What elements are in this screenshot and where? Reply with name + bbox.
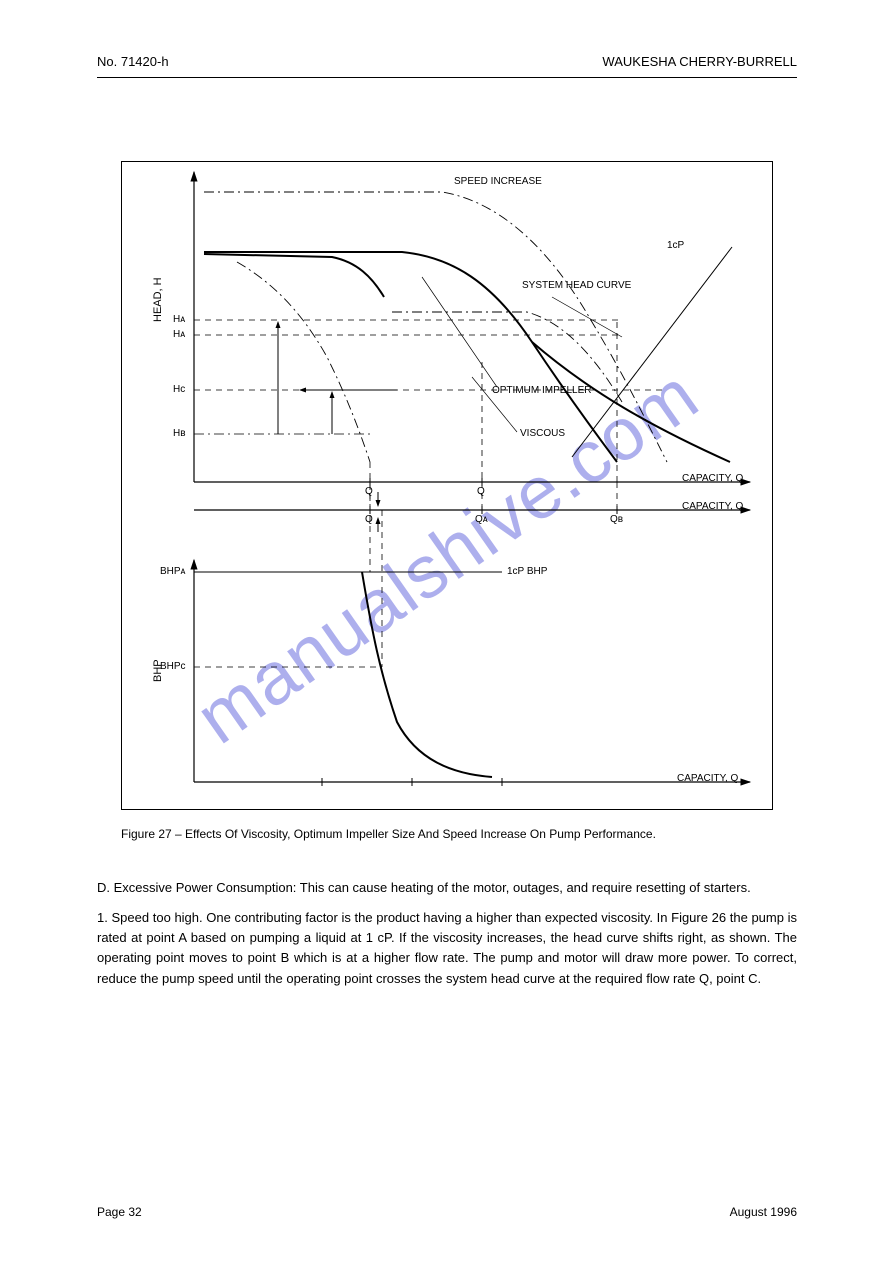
top-x-label-1: CAPACITY, Q (682, 473, 743, 484)
label-1cp: 1cP (667, 240, 684, 251)
label-bhp-c: BHPᴄ (160, 661, 186, 672)
page: manualshive.com No. 71420-h WAUKESHA CHE… (0, 0, 893, 1263)
label-hc: Hᴄ (173, 384, 185, 395)
para-d1: 1. Speed too high. One contributing fact… (97, 908, 797, 989)
bhp-curve (362, 572, 492, 777)
header-rule (97, 77, 797, 78)
viscous-head-curve-left (237, 262, 370, 462)
top-y-label: HEAD, H (152, 277, 164, 322)
optimum-leader (422, 277, 497, 387)
label-bhp-a: BHPᴀ (160, 566, 186, 577)
head-curve-1cp-tail (532, 342, 730, 462)
tick-r2-q-label: Q (365, 514, 373, 525)
label-speed-increase: SPEED INCREASE (454, 176, 542, 187)
header-right: WAUKESHA CHERRY-BURRELL (602, 54, 797, 69)
label-optimum: OPTIMUM IMPELLER (492, 385, 591, 396)
label-1cp-bhp: 1cP BHP (507, 566, 547, 577)
top-x-label-2: CAPACITY, Q (682, 501, 743, 512)
label-hb: Hʙ (173, 428, 186, 439)
label-system-head: SYSTEM HEAD CURVE (522, 280, 631, 291)
header-left: No. 71420-h (97, 54, 169, 69)
body-text: D. Excessive Power Consumption: This can… (97, 878, 797, 999)
figure-svg (122, 162, 772, 809)
label-ha: Hᴀ (173, 314, 185, 325)
figure-caption: Figure 27 – Effects Of Viscosity, Optimu… (121, 826, 773, 843)
speed-increase-head-curve (204, 192, 667, 462)
footer-right: August 1996 (730, 1205, 797, 1219)
label-ha2: Hᴀ (173, 329, 185, 340)
system-head-leader (552, 297, 622, 337)
label-viscous: VISCOUS (520, 428, 565, 439)
para-d: D. Excessive Power Consumption: This can… (97, 878, 797, 898)
tick-r2-qb-label: Qʙ (610, 514, 623, 525)
footer-left: Page 32 (97, 1205, 142, 1219)
tick-r1-q-label: Q (365, 486, 373, 497)
bot-x-label: CAPACITY, Q (677, 773, 738, 784)
optimum-impeller-curve (204, 254, 384, 297)
tick-r2-qa-label: Qᴀ (475, 514, 488, 525)
figure-frame: HEAD, H Hᴀ Hᴀ Hᴄ Hʙ SPEED INCREASE 1cP S… (121, 161, 773, 810)
system-head-line (572, 247, 732, 457)
tick-r1-qa-label: Q (477, 486, 485, 497)
